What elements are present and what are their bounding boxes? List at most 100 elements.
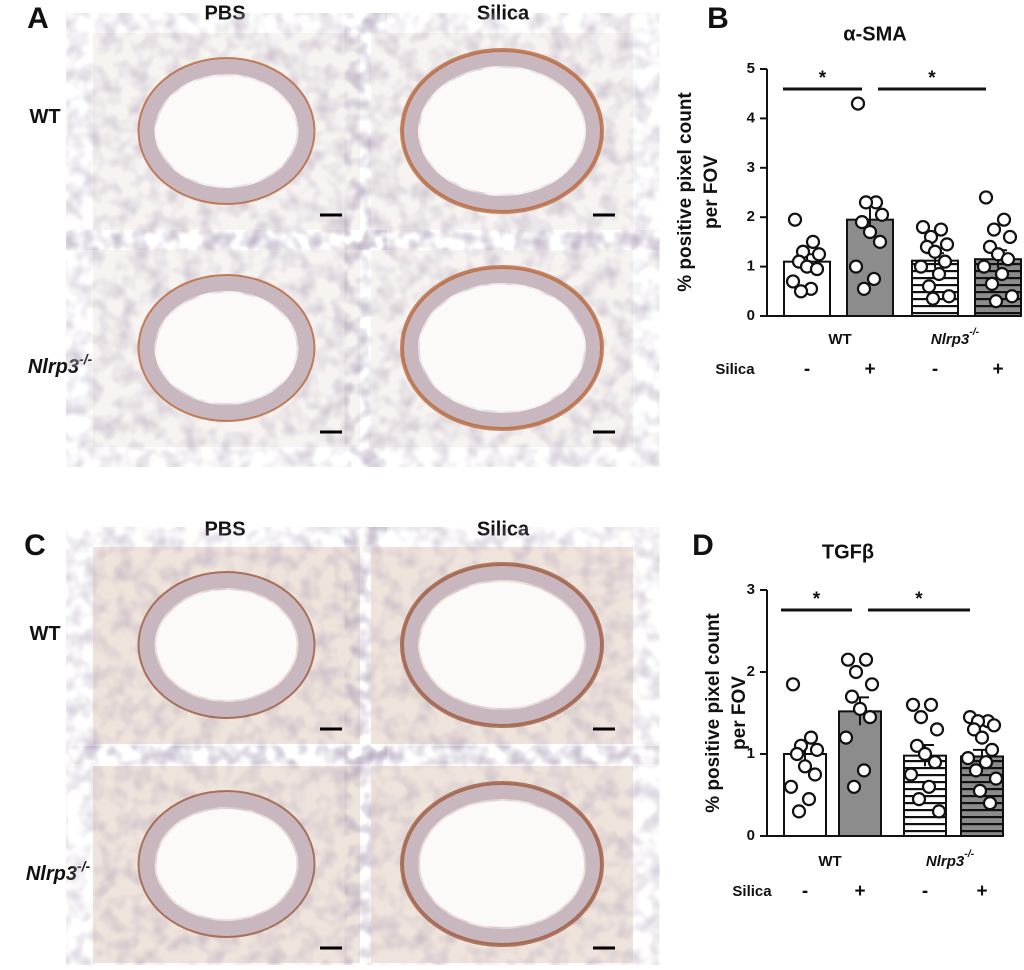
data-point <box>921 779 937 794</box>
data-point <box>801 791 817 807</box>
data-point <box>986 718 1002 733</box>
airway-lumen <box>156 76 297 186</box>
airway-stain <box>137 790 316 938</box>
column-header: PBS <box>204 2 245 24</box>
label-superscript: -/- <box>77 858 91 874</box>
micrograph <box>371 250 633 447</box>
airway-lumen <box>156 293 297 403</box>
label-superscript: -/- <box>79 351 93 367</box>
data-point <box>978 755 994 770</box>
data-point <box>933 222 949 237</box>
data-point <box>903 767 919 782</box>
airway-lumen <box>420 285 584 411</box>
label-superscript: -/- <box>969 326 979 338</box>
data-point <box>939 237 955 252</box>
airway-wall <box>402 783 602 945</box>
data-point <box>1004 289 1020 304</box>
data-point <box>854 215 870 230</box>
micrograph <box>371 33 633 230</box>
data-point <box>848 259 864 274</box>
data-point <box>937 254 953 269</box>
airway-stain <box>400 781 604 947</box>
data-point <box>972 783 988 799</box>
panel-letter: A <box>27 2 49 35</box>
data-point <box>917 746 933 762</box>
column-header: Silica <box>477 2 530 24</box>
airway-wall <box>402 564 602 726</box>
data-point <box>968 763 984 778</box>
y-tick-label: 0 <box>747 307 755 324</box>
label-text: WT <box>29 623 60 645</box>
airway-lumen <box>420 582 584 708</box>
airway-stain <box>137 274 316 422</box>
data-point <box>803 730 819 745</box>
data-point <box>996 212 1012 227</box>
data-point <box>931 266 947 282</box>
data-point <box>848 664 864 680</box>
airway-stain <box>400 48 604 214</box>
x-tick-label: + <box>864 359 875 380</box>
data-point <box>783 779 799 794</box>
group-label: WT <box>828 331 851 348</box>
y-tick-label: 0 <box>747 827 755 844</box>
data-point <box>793 284 809 299</box>
data-point <box>852 701 868 717</box>
micrograph <box>93 547 360 744</box>
label-text: Nlrp3 <box>926 853 965 870</box>
data-point <box>850 96 866 111</box>
data-point <box>846 779 862 794</box>
y-tick-label: 3 <box>747 159 755 176</box>
y-axis-label: % positive pixel count <box>675 92 696 292</box>
data-point <box>911 791 927 807</box>
y-tick-label: 4 <box>747 109 756 126</box>
x-tick-label: - <box>932 359 938 380</box>
data-point <box>984 742 1000 758</box>
y-tick-label: 5 <box>747 60 755 77</box>
data-point <box>785 274 801 289</box>
data-point <box>789 746 805 762</box>
row-label: Nlrp3-/- <box>28 351 93 379</box>
data-point <box>811 247 827 262</box>
airway-stain <box>400 265 604 431</box>
label-text: Nlrp3 <box>28 356 79 378</box>
row-label: WT <box>29 623 60 645</box>
data-point <box>809 261 825 277</box>
micrograph <box>371 547 633 744</box>
data-point <box>925 291 941 306</box>
panel-letter: B <box>707 2 729 35</box>
data-point <box>862 224 878 240</box>
group-label: WT <box>818 853 841 870</box>
data-point <box>988 294 1004 309</box>
airway-lumen <box>156 590 297 700</box>
label-superscript: -/- <box>964 848 974 860</box>
data-point <box>840 652 856 667</box>
label-text: WT <box>29 106 60 128</box>
airway-wall <box>138 275 315 421</box>
data-point <box>858 652 874 667</box>
airway-lumen <box>420 801 584 927</box>
airway-lumen <box>420 68 584 194</box>
data-point <box>791 804 807 819</box>
data-point <box>909 738 925 753</box>
y-tick-label: 2 <box>747 208 755 225</box>
data-point <box>1002 229 1018 245</box>
row-label: Nlrp3-/- <box>26 858 91 886</box>
significance-label: * <box>819 68 827 89</box>
data-point <box>809 742 825 758</box>
chart-title: TGFβ <box>822 541 874 563</box>
airway-stain <box>400 562 604 728</box>
chart-title: α-SMA <box>843 23 906 45</box>
data-point <box>982 796 998 811</box>
data-point <box>978 190 994 205</box>
data-point <box>966 722 982 737</box>
data-point <box>941 289 957 304</box>
data-point <box>927 244 943 259</box>
airway-stain <box>137 57 316 205</box>
data-point <box>927 755 943 770</box>
micrograph <box>93 250 360 447</box>
label-text: Nlrp3 <box>931 331 970 348</box>
label-text: WT <box>828 331 851 348</box>
x-tick-label: + <box>992 359 1003 380</box>
data-point <box>856 281 872 296</box>
data-point <box>988 771 1004 786</box>
